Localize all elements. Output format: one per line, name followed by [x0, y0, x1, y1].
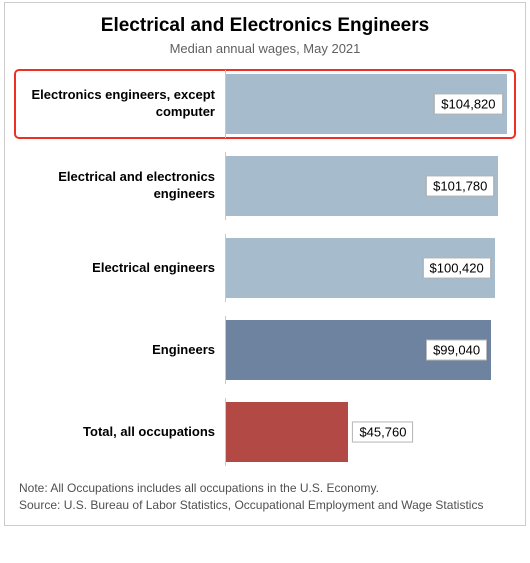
bar-value: $45,760 — [352, 422, 413, 443]
chart-title: Electrical and Electronics Engineers — [15, 15, 515, 37]
bar-row: Electrical engineers $100,420 — [15, 234, 515, 302]
bar-row: Electronics engineers, except computer $1… — [15, 70, 515, 138]
bar-label: Electrical engineers — [15, 234, 225, 302]
bar — [226, 402, 348, 462]
bar-label: Total, all occupations — [15, 398, 225, 466]
chart-subtitle: Median annual wages, May 2021 — [15, 41, 515, 56]
bar-track: $104,820 — [225, 70, 507, 138]
bar-row: Engineers $99,040 — [15, 316, 515, 384]
bar-track: $100,420 — [225, 234, 507, 302]
bar-track: $101,780 — [225, 152, 507, 220]
bar-value: $101,780 — [426, 176, 494, 197]
bar-label: Electrical and electronics engineers — [15, 152, 225, 220]
footer-note: Note: All Occupations includes all occup… — [19, 480, 511, 497]
chart-container: Electrical and Electronics Engineers Med… — [4, 2, 526, 526]
bar-label: Engineers — [15, 316, 225, 384]
bar-label: Electronics engineers, except computer — [15, 70, 225, 138]
bar-track: $45,760 — [225, 398, 507, 466]
bars-area: Electronics engineers, except computer $1… — [15, 70, 515, 466]
footer-source: Source: U.S. Bureau of Labor Statistics,… — [19, 497, 511, 514]
chart-footer: Note: All Occupations includes all occup… — [15, 480, 515, 515]
bar-value: $99,040 — [426, 340, 487, 361]
bar-value: $104,820 — [434, 94, 502, 115]
bar-value: $100,420 — [423, 258, 491, 279]
bar-row: Electrical and electronics engineers $101… — [15, 152, 515, 220]
bar-track: $99,040 — [225, 316, 507, 384]
bar-row: Total, all occupations $45,760 — [15, 398, 515, 466]
